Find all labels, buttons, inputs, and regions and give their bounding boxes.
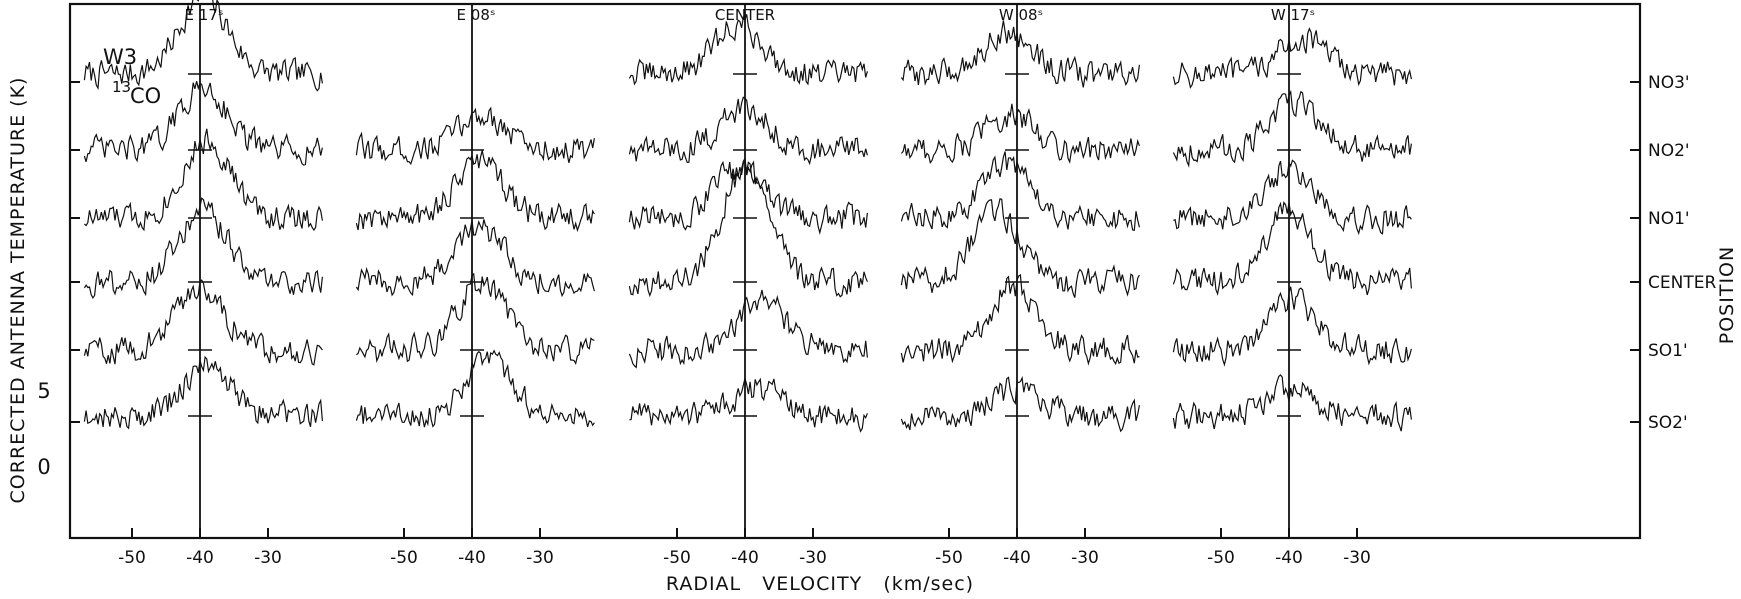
x-tick-label: -30	[1071, 548, 1099, 568]
x-tick-label: -50	[663, 548, 691, 568]
molecule-superscript: 13	[112, 78, 131, 96]
spectrum-line	[628, 14, 868, 86]
position-label: NO1'	[1648, 209, 1690, 229]
x-axis: -50 -40 -30 -50 -40 -30 -50 -40 -30 -50 -40 -30 -50 -…	[118, 528, 1371, 568]
spectrum-line	[900, 273, 1140, 366]
spectrum-line	[900, 198, 1140, 298]
x-tick-label: -30	[526, 548, 554, 568]
spectrum-line	[355, 106, 595, 166]
x-tick-label: -50	[118, 548, 146, 568]
x-tick-label: -30	[254, 548, 282, 568]
spectrum-line	[628, 156, 868, 298]
right-axis-title: POSITION	[1716, 246, 1738, 344]
spectrum-line	[900, 151, 1140, 232]
x-tick-label: -40	[1003, 548, 1031, 568]
position-label: SO2'	[1648, 413, 1688, 433]
spectrum-line	[83, 197, 323, 300]
spectrum-line	[628, 96, 868, 166]
spectrum-line	[900, 103, 1140, 164]
spectrum-line	[628, 289, 868, 369]
y-axis-title: CORRECTED ANTENNA TEMPERATURE (K)	[7, 77, 29, 504]
y-tick-label-5: 5	[37, 379, 50, 403]
spectrum-line	[900, 20, 1140, 88]
position-label: NO2'	[1648, 141, 1690, 161]
spectrum-line	[1173, 159, 1412, 236]
source-label: W3	[103, 45, 137, 69]
y-tick-label-0: 0	[37, 455, 50, 479]
position-label: NO3'	[1648, 73, 1690, 93]
spectrum-line	[1172, 374, 1412, 432]
x-tick-label: -40	[1275, 548, 1303, 568]
x-tick-label: -30	[1343, 548, 1371, 568]
x-tick-label: -40	[731, 548, 759, 568]
spectrum-line	[83, 81, 323, 166]
spectrum-line	[84, 128, 323, 232]
spectrum-line	[83, 355, 323, 430]
x-tick-label: -50	[1207, 548, 1235, 568]
position-labels: NO3' NO2' NO1' CENTER SO1' SO2'	[1630, 73, 1716, 433]
x-tick-label: -50	[390, 548, 418, 568]
spectrum-line	[83, 0, 323, 92]
column-layer: E 17ˢ E 08ˢ CENTER W 08ˢ W 17ˢ	[185, 4, 1315, 538]
x-tick-label: -40	[458, 548, 486, 568]
spectrum-line	[355, 349, 595, 428]
spectrum-line	[356, 272, 595, 366]
left-axis-ticks	[70, 81, 80, 423]
spectrum-line	[355, 219, 595, 298]
x-tick-label: -40	[186, 548, 214, 568]
molecule-name: CO	[130, 84, 161, 108]
column-label: E 08ˢ	[457, 6, 496, 24]
spectrum-line	[1172, 200, 1412, 296]
spectrum-line	[1172, 286, 1412, 367]
spectrum-line	[628, 159, 868, 235]
x-tick-label: -50	[935, 548, 963, 568]
spectrum-line	[83, 279, 323, 366]
spectrum-line	[629, 377, 868, 433]
spectrum-line	[355, 150, 595, 233]
column-label: E 17ˢ	[185, 6, 224, 24]
position-label: CENTER	[1648, 273, 1716, 293]
spectrum-line	[1172, 89, 1412, 168]
spectrum-line	[900, 375, 1140, 433]
spectra-layer	[83, 0, 1412, 433]
x-axis-title: RADIAL VELOCITY (km/sec)	[666, 573, 974, 595]
x-tick-label: -30	[799, 548, 827, 568]
column-label: CENTER	[715, 6, 775, 24]
spectrum-line	[1172, 27, 1412, 89]
column-label: W 08ˢ	[999, 6, 1043, 24]
plot-frame	[68, 2, 1642, 540]
column-label: W 17ˢ	[1271, 6, 1315, 24]
position-label: SO1'	[1648, 341, 1688, 361]
